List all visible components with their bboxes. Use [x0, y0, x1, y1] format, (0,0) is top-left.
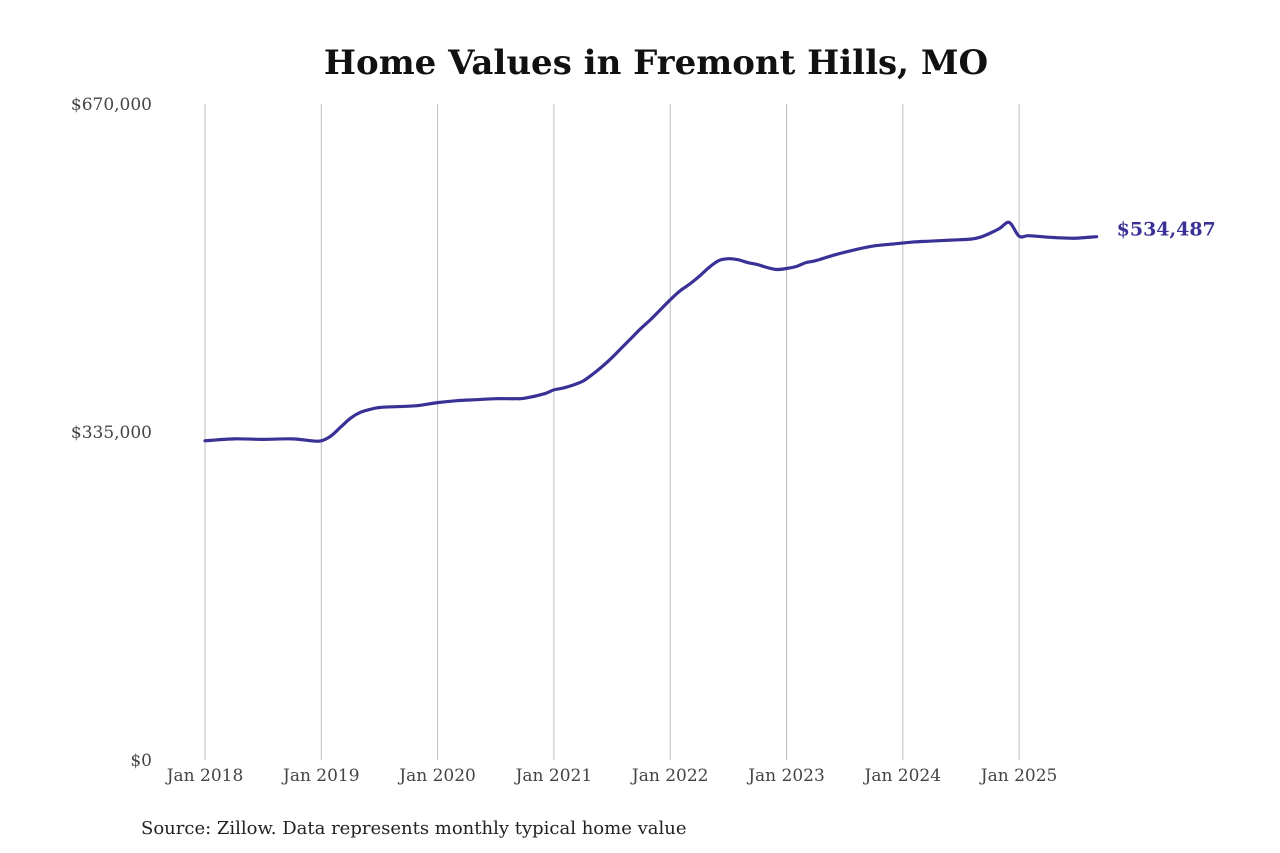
x-tick-label: Jan 2018: [165, 766, 244, 786]
x-tick-label: Jan 2019: [281, 766, 360, 786]
x-tick-label: Jan 2025: [979, 766, 1058, 786]
x-axis-tick-labels: Jan 2018 Jan 2019 Jan 2020 Jan 2021 Jan 2022…: [165, 766, 1058, 786]
x-tick-label: Jan 2022: [630, 766, 709, 786]
y-tick-label: $0: [130, 751, 152, 771]
end-value-label: $534,487: [1117, 219, 1216, 241]
gridlines: [204, 104, 1020, 760]
series-lines: [203, 220, 1099, 443]
x-tick-label: Jan 2024: [863, 766, 942, 786]
chart-title: Home Values in Fremont Hills, MO: [324, 43, 988, 83]
source-note: Source: Zillow. Data represents monthly …: [141, 818, 687, 839]
y-tick-label: $335,000: [71, 423, 152, 443]
x-tick-label: Jan 2021: [514, 766, 593, 786]
x-tick-label: Jan 2023: [746, 766, 825, 786]
x-tick-label: Jan 2020: [397, 766, 476, 786]
y-tick-label: $670,000: [71, 95, 152, 115]
y-axis-tick-labels: $0 $335,000 $670,000: [71, 95, 152, 771]
home-value-line: [203, 220, 1099, 443]
